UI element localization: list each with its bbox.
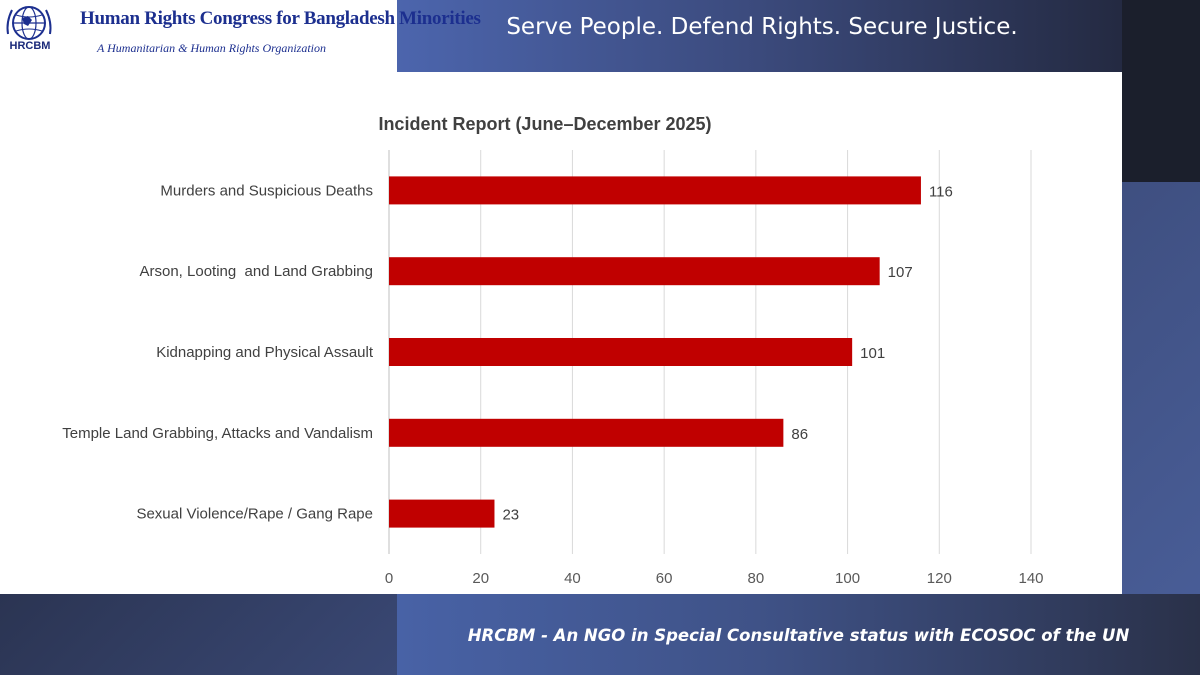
x-tick-label: 140 bbox=[1018, 570, 1043, 587]
corner-block bbox=[1122, 0, 1200, 182]
x-tick-label: 120 bbox=[927, 570, 952, 587]
org-abbreviation: HRCBM bbox=[9, 40, 51, 52]
chart-title: Incident Report (June–December 2025) bbox=[378, 114, 711, 134]
category-label: Arson, Looting and Land Grabbing bbox=[139, 263, 373, 280]
footer-band bbox=[397, 594, 1200, 675]
data-label: 23 bbox=[502, 507, 519, 524]
category-label: Temple Land Grabbing, Attacks and Vandal… bbox=[62, 425, 373, 442]
globe-logo-icon bbox=[4, 4, 54, 54]
footer-text: HRCBM - An NGO in Special Consultative s… bbox=[467, 626, 1130, 645]
category-label: Kidnapping and Physical Assault bbox=[156, 344, 374, 361]
bar bbox=[389, 257, 880, 286]
x-tick-labels: 0 20 40 60 80 100 120 140 bbox=[385, 570, 1044, 587]
x-tick-label: 0 bbox=[385, 570, 393, 587]
bar bbox=[389, 338, 853, 366]
slogan: Serve People. Defend Rights. Secure Just… bbox=[506, 14, 1018, 40]
x-tick-label: 100 bbox=[835, 570, 860, 587]
data-label: 116 bbox=[929, 183, 953, 200]
bar bbox=[389, 418, 784, 447]
org-tagline: A Humanitarian & Human Rights Organizati… bbox=[97, 41, 327, 55]
header-band bbox=[397, 0, 1200, 72]
data-label: 86 bbox=[791, 426, 808, 443]
category-labels: Murders and Suspicious Deaths Arson, Loot… bbox=[62, 182, 374, 522]
category-label: Murders and Suspicious Deaths bbox=[160, 182, 373, 199]
bar bbox=[389, 499, 495, 528]
category-label: Sexual Violence/Rape / Gang Rape bbox=[136, 506, 373, 523]
x-tick-label: 60 bbox=[656, 570, 673, 587]
bars bbox=[389, 176, 921, 528]
data-labels: 116 107 101 86 23 bbox=[502, 183, 952, 523]
x-tick-label: 20 bbox=[472, 570, 489, 587]
bar-chart: Incident Report (June–December 2025) Mur… bbox=[62, 114, 1044, 587]
header-logo-area: HRCBM Human Rights Congress for Banglade… bbox=[0, 0, 481, 72]
data-label: 107 bbox=[888, 264, 913, 281]
org-name: Human Rights Congress for Bangladesh Min… bbox=[80, 8, 481, 29]
data-label: 101 bbox=[860, 345, 885, 362]
x-tick-label: 80 bbox=[748, 570, 765, 587]
x-tick-label: 40 bbox=[564, 570, 581, 587]
chart-panel: Incident Report (June–December 2025) Mur… bbox=[0, 72, 1122, 594]
bar bbox=[389, 176, 921, 205]
